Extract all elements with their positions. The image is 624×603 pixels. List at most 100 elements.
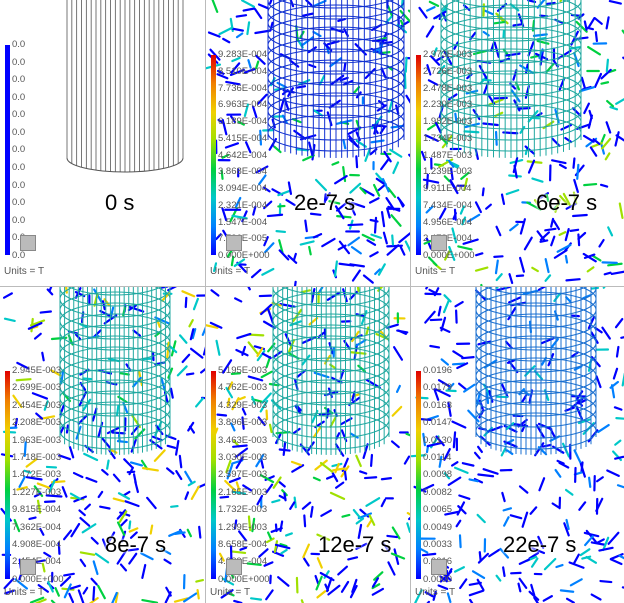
field-arrow [564,136,573,144]
field-arrow [221,153,230,159]
field-arrow [551,159,567,165]
coil-turn [267,92,405,130]
field-arrow [33,492,42,498]
legend-tick-label: 0.0 [12,126,26,138]
field-arrow [531,266,539,273]
coil-turn [440,26,582,64]
field-arrow [314,459,328,471]
field-arrow [63,583,72,599]
field-arrow [168,529,183,537]
field-arrow [243,68,256,74]
field-arrow [368,514,376,526]
field-arrow [605,58,610,73]
axis-triad-icon [431,559,447,575]
field-arrow [268,423,273,434]
field-arrow [422,178,440,184]
field-arrow [368,197,380,204]
field-arrow [434,121,442,134]
field-arrow [488,548,500,558]
field-arrow [527,41,535,57]
field-arrow [599,579,613,584]
field-arrow [451,420,467,429]
field-arrow [292,427,301,435]
field-arrow [82,398,92,412]
field-arrow [334,205,345,220]
coil-turn [267,0,405,31]
field-arrow [334,481,345,489]
coil-turn [440,59,582,97]
field-arrow [453,208,457,221]
field-arrow [586,266,595,273]
vector-field-plot [418,0,624,286]
field-arrow [347,223,364,227]
field-arrow [302,543,311,559]
field-arrow [558,461,570,469]
field-arrow [550,338,559,349]
field-arrow [312,109,324,117]
coil-turn [475,401,597,439]
field-arrow [528,551,540,560]
field-arrow [34,598,47,603]
field-arrow [246,562,262,566]
field-arrow [334,462,340,474]
field-arrow [437,305,442,317]
legend-tick-label: 1.718E-003 [12,452,62,464]
field-arrow [225,80,241,86]
field-arrow [387,187,397,199]
color-legend-labels: 2.945E-003 2.699E-003 2.454E-003 2.208E-003… [12,365,64,585]
field-arrow [467,409,480,423]
field-arrow [543,389,550,402]
coil-turn [267,70,405,108]
field-arrow [72,471,84,479]
field-arrow [233,519,238,530]
field-arrow [594,31,599,43]
field-arrow [443,175,451,183]
field-arrow [466,73,473,80]
field-arrow [326,111,333,127]
field-arrow [579,462,586,478]
field-arrow [234,297,243,303]
field-arrow [542,595,553,602]
field-arrow [43,400,49,411]
field-arrow [359,470,368,475]
coil-turn [59,357,171,395]
field-arrow [397,329,407,335]
field-arrow [599,183,609,188]
field-arrow [460,171,470,180]
field-arrow [424,310,436,324]
field-arrow [456,501,466,516]
field-arrow [216,69,225,75]
units-label: Units = T [210,266,251,277]
field-arrow [266,213,284,218]
coil-turn [59,324,171,362]
field-arrow [16,486,28,491]
field-arrow [375,172,385,183]
field-arrow [59,575,72,587]
legend-tick-label: 4.329E-003 [218,399,268,411]
field-arrow [420,418,432,421]
legend-tick-label: 2.454E-003 [12,399,62,411]
field-arrow [425,237,432,250]
coil-turn [475,379,597,417]
field-arrow [494,130,498,146]
coil-turn [272,291,390,329]
field-arrow [233,258,246,268]
legend-tick-label: 2.478E-004 [423,233,473,245]
field-arrow [366,239,377,246]
field-arrow [58,454,72,461]
field-arrow [18,475,26,488]
field-arrow [356,287,360,293]
field-arrow [426,6,436,12]
field-arrow [587,45,602,56]
field-arrow [526,201,542,211]
field-arrow [260,303,273,316]
field-arrow [544,274,552,282]
field-arrow [323,328,327,340]
field-arrow [598,546,614,552]
field-arrow [600,68,612,80]
field-arrow [101,468,109,476]
field-arrow [610,270,624,276]
field-arrow [357,523,363,539]
field-arrow [555,563,564,569]
field-arrow [573,178,579,194]
